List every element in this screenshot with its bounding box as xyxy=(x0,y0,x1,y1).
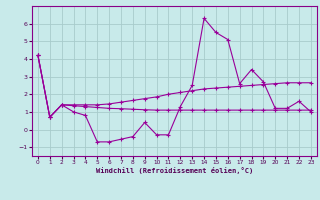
X-axis label: Windchill (Refroidissement éolien,°C): Windchill (Refroidissement éolien,°C) xyxy=(96,167,253,174)
